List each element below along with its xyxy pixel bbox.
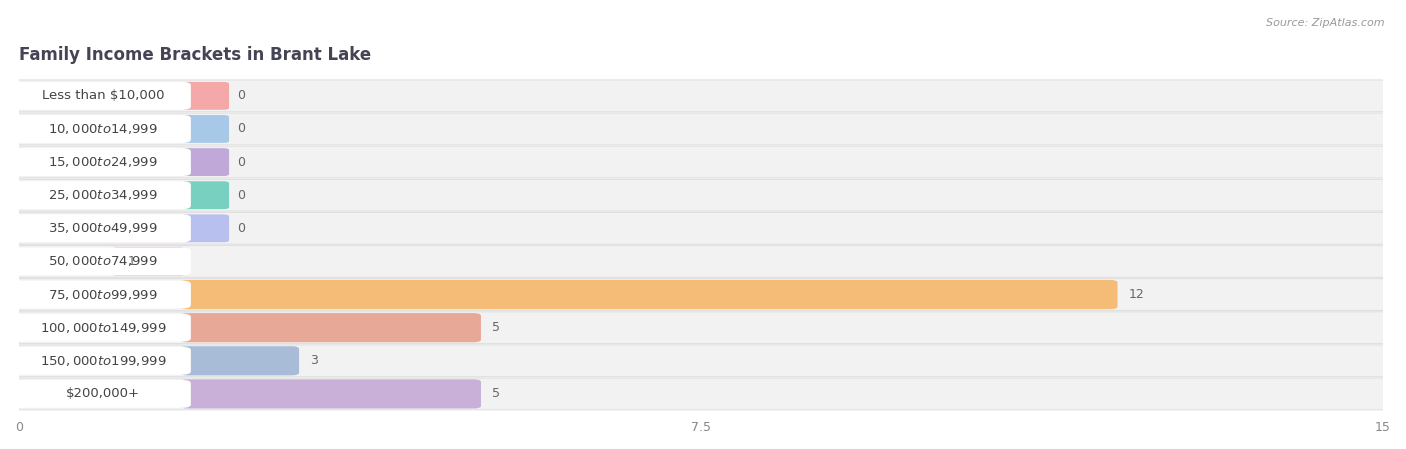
- Text: 3: 3: [309, 354, 318, 367]
- Text: $25,000 to $34,999: $25,000 to $34,999: [48, 188, 157, 202]
- FancyBboxPatch shape: [8, 212, 1393, 244]
- Text: 0: 0: [238, 156, 245, 168]
- FancyBboxPatch shape: [8, 80, 1393, 112]
- Text: $75,000 to $99,999: $75,000 to $99,999: [48, 287, 157, 302]
- Text: 0: 0: [238, 123, 245, 136]
- FancyBboxPatch shape: [11, 181, 191, 209]
- Text: 1: 1: [128, 255, 136, 268]
- Text: $150,000 to $199,999: $150,000 to $199,999: [39, 354, 166, 368]
- Text: $35,000 to $49,999: $35,000 to $49,999: [48, 221, 157, 235]
- Text: 5: 5: [492, 321, 501, 334]
- FancyBboxPatch shape: [11, 215, 191, 242]
- FancyBboxPatch shape: [8, 179, 1393, 211]
- FancyBboxPatch shape: [11, 380, 191, 408]
- FancyBboxPatch shape: [11, 148, 191, 176]
- FancyBboxPatch shape: [181, 181, 229, 209]
- Text: $10,000 to $14,999: $10,000 to $14,999: [48, 122, 157, 136]
- Text: 5: 5: [492, 387, 501, 401]
- Text: Less than $10,000: Less than $10,000: [42, 89, 165, 102]
- Text: 0: 0: [238, 189, 245, 202]
- FancyBboxPatch shape: [181, 215, 229, 242]
- FancyBboxPatch shape: [11, 314, 191, 342]
- FancyBboxPatch shape: [11, 281, 191, 308]
- Text: $100,000 to $149,999: $100,000 to $149,999: [39, 321, 166, 335]
- Text: 0: 0: [238, 89, 245, 102]
- Text: Source: ZipAtlas.com: Source: ZipAtlas.com: [1267, 18, 1385, 28]
- FancyBboxPatch shape: [11, 247, 191, 275]
- FancyBboxPatch shape: [180, 280, 1118, 309]
- FancyBboxPatch shape: [11, 82, 191, 110]
- Text: 12: 12: [1129, 288, 1144, 301]
- FancyBboxPatch shape: [8, 279, 1393, 310]
- FancyBboxPatch shape: [8, 312, 1393, 343]
- FancyBboxPatch shape: [181, 115, 229, 143]
- Text: $15,000 to $24,999: $15,000 to $24,999: [48, 155, 157, 169]
- FancyBboxPatch shape: [110, 247, 187, 276]
- Text: $200,000+: $200,000+: [66, 387, 141, 401]
- FancyBboxPatch shape: [8, 378, 1393, 410]
- FancyBboxPatch shape: [181, 82, 229, 110]
- FancyBboxPatch shape: [8, 113, 1393, 145]
- FancyBboxPatch shape: [180, 313, 481, 342]
- FancyBboxPatch shape: [181, 148, 229, 176]
- Text: Family Income Brackets in Brant Lake: Family Income Brackets in Brant Lake: [20, 46, 371, 64]
- FancyBboxPatch shape: [8, 246, 1393, 277]
- FancyBboxPatch shape: [8, 146, 1393, 178]
- Text: 0: 0: [238, 222, 245, 235]
- FancyBboxPatch shape: [8, 345, 1393, 377]
- Text: $50,000 to $74,999: $50,000 to $74,999: [48, 255, 157, 269]
- FancyBboxPatch shape: [180, 379, 481, 409]
- FancyBboxPatch shape: [11, 115, 191, 143]
- FancyBboxPatch shape: [180, 346, 299, 375]
- FancyBboxPatch shape: [11, 347, 191, 375]
